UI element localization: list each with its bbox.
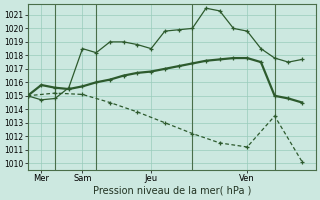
X-axis label: Pression niveau de la mer( hPa ): Pression niveau de la mer( hPa ) (92, 186, 251, 196)
